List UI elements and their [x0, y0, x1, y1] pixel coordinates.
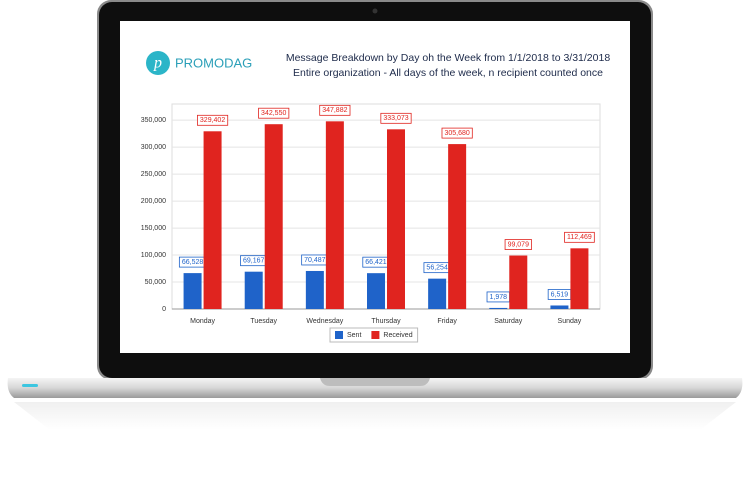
bar	[448, 144, 467, 309]
bar	[244, 271, 263, 309]
y-tick-label: 0	[162, 306, 166, 313]
bar	[203, 131, 222, 309]
value-label: 69,167	[243, 258, 265, 265]
bar	[509, 255, 528, 309]
legend-label: Sent	[347, 332, 361, 339]
status-light	[22, 384, 38, 387]
legend-swatch	[335, 331, 343, 339]
bar	[387, 129, 405, 309]
value-label: 66,528	[182, 259, 204, 266]
bar	[325, 121, 344, 309]
value-label-box	[504, 239, 532, 250]
brand: PROMODAG	[175, 55, 252, 70]
x-tick-label: Friday	[437, 318, 457, 325]
y-tick-label: 150,000	[141, 225, 166, 232]
bar	[550, 305, 569, 309]
bar	[489, 307, 508, 309]
bar	[570, 248, 589, 309]
legend-swatch	[371, 331, 380, 339]
chart-subtitle: Entire organization - All days of the we…	[293, 67, 603, 79]
x-tick-label: Wednesday	[306, 318, 343, 325]
value-label-box	[380, 112, 412, 124]
bar	[428, 278, 447, 309]
value-label: 56,254	[426, 264, 448, 271]
value-label: 329,402	[200, 117, 225, 124]
value-label: 305,680	[444, 130, 469, 137]
y-tick-label: 200,000	[141, 198, 166, 205]
value-label-box	[441, 127, 473, 139]
y-tick-label: 350,000	[141, 117, 166, 124]
legend-label: Received	[383, 332, 412, 339]
value-label: 347,882	[322, 107, 347, 114]
value-label: 70,487	[304, 257, 326, 264]
value-label-box	[258, 107, 290, 119]
value-label-box	[564, 231, 595, 243]
logo-icon	[146, 51, 170, 75]
bar	[367, 273, 385, 309]
value-label: 99,079	[508, 241, 530, 248]
value-label: 342,550	[261, 110, 286, 117]
value-label-box	[319, 104, 351, 116]
reflection	[14, 402, 736, 430]
logo-glyph: p	[153, 55, 162, 72]
x-tick-label: Sunday	[558, 318, 582, 325]
value-label: 66,421	[365, 259, 387, 266]
y-tick-label: 50,000	[145, 279, 167, 286]
laptop-base	[7, 378, 743, 398]
bar	[305, 270, 324, 309]
value-label: 333,073	[383, 115, 408, 122]
value-label: 1,978	[490, 294, 508, 301]
x-tick-label: Tuesday	[250, 318, 277, 325]
value-label: 112,469	[567, 234, 592, 241]
x-tick-label: Monday	[190, 318, 215, 325]
camera	[372, 8, 378, 14]
value-label-box	[197, 114, 229, 126]
bar	[264, 124, 283, 309]
value-label: 6,519	[551, 291, 569, 298]
y-tick-label: 250,000	[141, 171, 166, 178]
x-tick-label: Thursday	[371, 318, 401, 325]
y-tick-label: 100,000	[141, 252, 166, 259]
x-tick-label: Saturday	[494, 318, 523, 325]
bar	[183, 273, 202, 309]
y-tick-label: 300,000	[141, 144, 166, 151]
hinge-notch	[320, 378, 430, 386]
chart-title: Message Breakdown by Day oh the Week fro…	[286, 52, 610, 64]
